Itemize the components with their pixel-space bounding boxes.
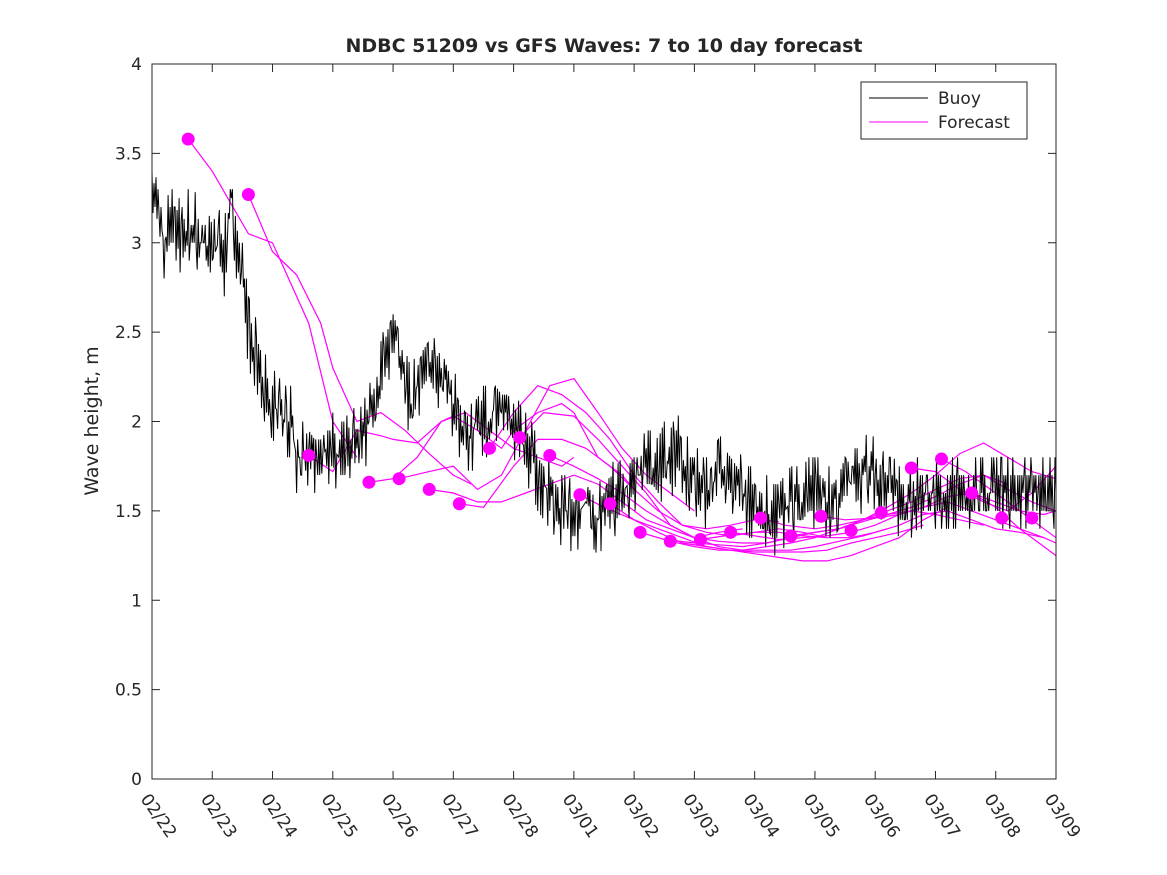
forecast-start-marker	[513, 431, 527, 445]
forecast-series-line-7	[459, 438, 779, 530]
forecast-series-line-4	[368, 402, 635, 490]
forecast-series-line-11	[579, 494, 924, 553]
legend-buoy-label: Buoy	[938, 89, 981, 109]
forecast-start-marker	[422, 482, 436, 496]
y-tick-label: 1.5	[115, 502, 142, 522]
y-tick-label: 2.5	[115, 323, 142, 343]
forecast-start-marker	[844, 524, 858, 538]
forecast-start-marker	[573, 488, 587, 502]
forecast-start-marker	[784, 529, 798, 543]
forecast-start-marker	[362, 475, 376, 489]
forecast-start-marker	[663, 534, 677, 548]
forecast-start-marker	[452, 497, 466, 511]
forecast-series-line-2	[247, 194, 472, 485]
forecast-series-line-10	[549, 454, 888, 551]
forecast-start-marker	[965, 486, 979, 500]
forecast-series-line-18	[790, 442, 1057, 537]
forecast-series-line-5	[398, 377, 695, 512]
forecast-start-marker	[874, 506, 888, 520]
forecast-start-marker	[995, 511, 1009, 525]
forecast-start-marker	[754, 511, 768, 525]
chart-title: NDBC 51209 vs GFS Waves: 7 to 10 day for…	[345, 35, 862, 57]
y-tick-label: 3	[131, 234, 142, 254]
forecast-markers	[181, 132, 1039, 548]
plot-area	[151, 63, 1057, 780]
legend: Buoy Forecast	[860, 81, 1028, 140]
forecast-start-marker	[543, 448, 557, 462]
forecast-start-marker	[1025, 511, 1039, 525]
forecast-start-marker	[482, 441, 496, 455]
y-tick-label: 0	[131, 770, 142, 790]
forecast-series-line-12	[609, 503, 948, 562]
y-tick-label: 3.5	[115, 144, 142, 164]
forecast-start-marker	[302, 448, 316, 462]
forecast-start-marker	[934, 452, 948, 466]
buoy-line	[151, 171, 1057, 556]
legend-box	[860, 81, 1028, 140]
forecast-start-marker	[392, 472, 406, 486]
y-axis: 0 0.5 1 1.5 2 2.5 3 3.5 4	[115, 55, 1056, 790]
forecast-start-marker	[241, 187, 255, 201]
legend-forecast-label: Forecast	[938, 113, 1010, 133]
y-tick-label: 0.5	[115, 681, 142, 701]
forecast-start-marker	[603, 497, 617, 511]
forecast-series-line-21	[941, 458, 1057, 539]
y-tick-label: 2	[131, 413, 142, 433]
forecast-series-line-15	[700, 510, 1045, 541]
forecast-start-marker	[814, 509, 828, 523]
buoy-line-group	[151, 171, 1057, 556]
forecast-start-marker	[904, 461, 918, 475]
y-axis-label: Wave height, m	[81, 346, 103, 495]
forecast-start-marker	[181, 132, 195, 146]
forecast-start-marker	[633, 525, 647, 539]
forecast-start-marker	[724, 525, 738, 539]
forecast-start-marker	[693, 532, 707, 546]
y-tick-label: 4	[131, 55, 142, 75]
y-tick-label: 1	[131, 591, 142, 611]
